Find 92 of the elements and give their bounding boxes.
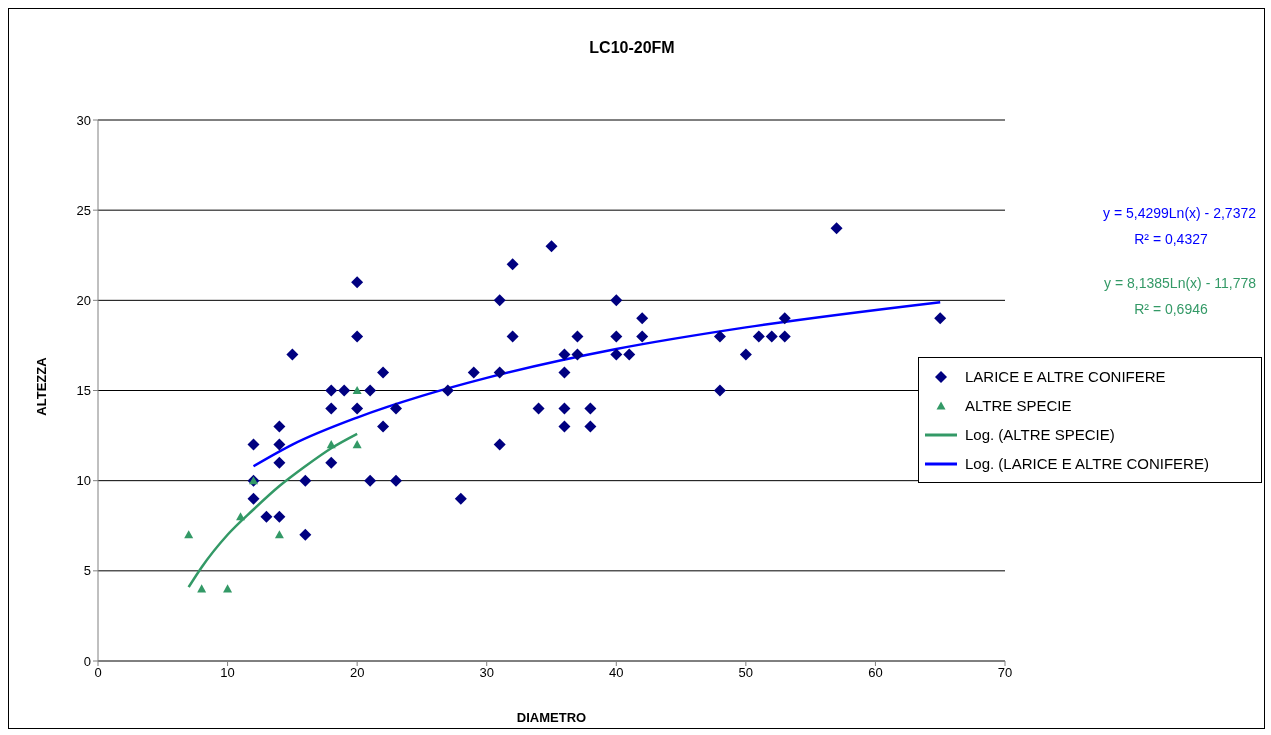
point [351,330,364,343]
point [623,348,636,361]
point [493,366,506,379]
point [571,348,584,361]
point [584,402,597,415]
x-tick-label: 40 [609,665,624,681]
point [325,402,338,415]
point [713,330,726,343]
point [636,312,649,325]
y-tick-label: 0 [83,653,91,669]
line-series [187,432,359,589]
point [286,348,299,361]
y-tick-label: 25 [76,202,91,218]
point [493,294,506,307]
x-tick-label: 10 [220,665,235,681]
point [532,402,545,415]
point [325,456,338,469]
point [778,330,791,343]
point [506,258,519,271]
point [765,330,778,343]
point [636,330,649,343]
line-series [252,300,942,468]
point [610,348,623,361]
point [454,492,467,505]
point [274,530,284,539]
point [364,474,377,487]
point [545,240,558,253]
point [493,438,506,451]
point [390,474,403,487]
point [273,456,286,469]
point [610,330,623,343]
point [377,366,390,379]
x-tick-label: 0 [94,665,102,681]
point [273,420,286,433]
point [197,584,207,593]
point [506,330,519,343]
point [364,384,377,397]
point [571,330,584,343]
point [351,402,364,415]
chart-title: LC10-20FM [588,39,676,57]
y-tick-label: 20 [76,292,91,308]
point [299,528,312,541]
point [778,312,791,325]
legend-label: Log. (LARICE E ALTRE CONIFERE) [965,455,1209,472]
y-tick-label: 30 [76,112,91,128]
point [934,312,947,325]
point [325,384,338,397]
point [247,492,260,505]
text: R² = 0,6946 [1133,301,1209,317]
point [610,294,623,307]
point [352,386,362,395]
point [830,222,843,235]
x-tick-label: 60 [868,665,883,681]
x-tick-label: 20 [349,665,365,681]
point [467,366,480,379]
x-axis-title: DIAMETRO [515,710,588,725]
point [352,440,362,449]
point [558,348,571,361]
point [184,530,194,539]
y-axis-title: ALTEZZA [33,356,49,418]
point [558,366,571,379]
point [752,330,765,343]
point [377,420,390,433]
point [236,512,246,521]
point [558,420,571,433]
point [223,584,233,593]
point [351,276,364,289]
y-tick-label: 10 [76,473,91,489]
point [713,384,726,397]
text: y = 5,4299Ln(x) - 2,7372 [1102,205,1256,221]
point [390,402,403,415]
text: y = 8,1385Ln(x) - 11,778 [1103,275,1256,291]
text: R² = 0,4327 [1133,231,1209,247]
point [558,402,571,415]
x-tick-label: 30 [479,665,494,681]
point [441,384,454,397]
y-tick-label: 15 [76,383,91,399]
point [338,384,351,397]
x-tick-label: 50 [738,665,754,681]
point [273,510,286,523]
point [273,438,286,451]
point [247,438,260,451]
point [260,510,273,523]
legend-label: Log. (ALTRE SPECIE) [965,426,1115,443]
legend-label: ALTRE SPECIE [965,397,1072,414]
point [584,420,597,433]
legend-label: LARICE E ALTRE CONIFERE [965,368,1166,385]
point [326,440,336,449]
point [299,474,312,487]
point [739,348,752,361]
y-tick-label: 5 [83,563,91,579]
x-tick-label: 70 [997,665,1013,681]
